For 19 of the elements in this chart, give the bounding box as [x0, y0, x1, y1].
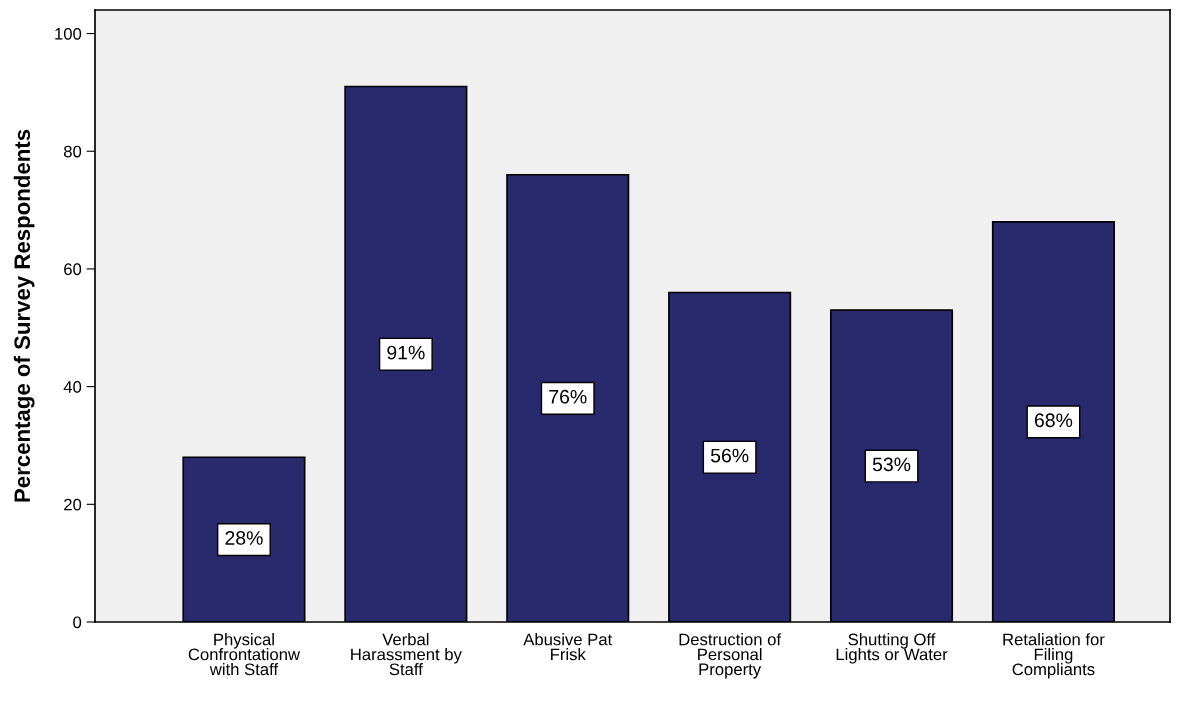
y-tick-label: 80 — [63, 145, 82, 158]
y-tick-label: 0 — [73, 616, 82, 629]
data-label: 91% — [387, 345, 425, 360]
x-tick-label: Shutting Off Lights or Water — [836, 633, 948, 664]
y-tick-label: 40 — [63, 381, 82, 393]
y-tick-label: 60 — [64, 263, 82, 276]
y-axis-title: Percentage of Survey Respondents — [13, 129, 35, 502]
x-tick-label: Abusive Pat Frisk — [523, 633, 613, 661]
x-tick-label: Physical Confrontationw with Staff — [188, 633, 301, 676]
data-label: 53% — [872, 457, 911, 472]
x-tick-label: Destruction of Personal Property — [679, 633, 782, 679]
data-label: 76% — [549, 389, 587, 404]
data-label: 56% — [710, 448, 749, 463]
data-label: 68% — [1034, 413, 1073, 428]
data-label: 28% — [225, 531, 263, 545]
x-tick-label: Verbal Harassment by Staff — [351, 633, 462, 676]
x-tick-label: Retaliation for Filing Compliants — [1003, 633, 1105, 679]
y-tick-label: 20 — [64, 498, 82, 511]
y-tick-label: 100 — [55, 27, 82, 40]
